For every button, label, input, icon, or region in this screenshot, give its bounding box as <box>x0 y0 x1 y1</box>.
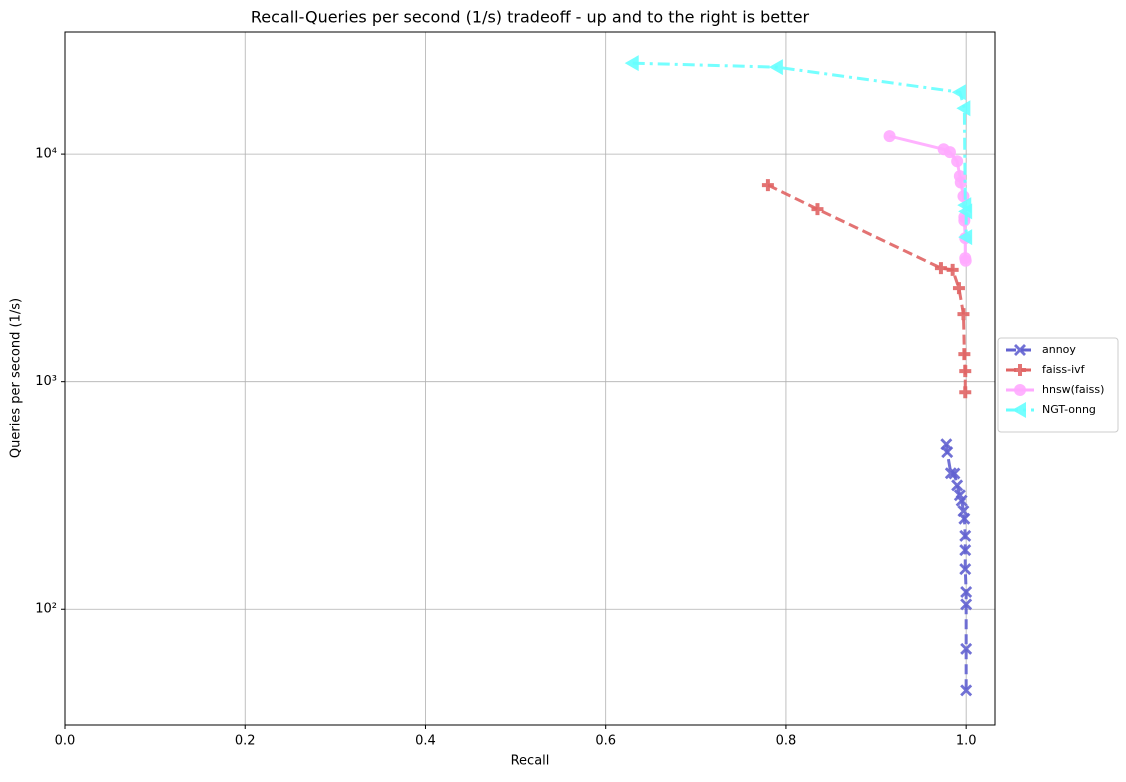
marker <box>951 84 966 101</box>
marker <box>948 467 961 480</box>
legend-marker <box>1014 364 1026 376</box>
marker <box>941 446 954 459</box>
marker <box>959 254 972 267</box>
marker <box>957 308 970 321</box>
marker <box>960 586 973 599</box>
marker <box>960 598 973 611</box>
y-axis-label: Queries per second (1/s) <box>9 298 24 458</box>
chart-title: Recall-Queries per second (1/s) tradeoff… <box>251 8 810 27</box>
marker <box>958 512 971 525</box>
legend-marker <box>1014 344 1026 356</box>
marker <box>959 365 972 378</box>
marker <box>956 100 971 117</box>
legend-box <box>997 337 1119 433</box>
marker <box>946 263 959 276</box>
marker <box>958 203 973 220</box>
marker <box>954 176 967 189</box>
legend-marker <box>1012 402 1026 418</box>
marker <box>958 348 971 361</box>
legend-label: hnsw(faiss) <box>1042 383 1104 396</box>
marker <box>624 55 639 72</box>
marker <box>955 494 968 507</box>
x-tick-label: 0.6 <box>595 734 616 749</box>
marker <box>951 155 964 168</box>
marker <box>934 262 947 275</box>
y-tick-label: 10⁴ <box>35 147 57 162</box>
marker <box>943 146 956 159</box>
x-tick-label: 0.0 <box>55 734 76 749</box>
marker <box>811 203 824 216</box>
x-tick-label: 0.4 <box>415 734 436 749</box>
marker <box>944 467 957 480</box>
marker <box>959 563 972 576</box>
legend-marker <box>1014 384 1026 396</box>
marker <box>883 130 896 143</box>
legend-label: faiss-ivf <box>1042 363 1086 376</box>
plot-frame <box>64 31 996 726</box>
marker <box>952 282 965 295</box>
marker <box>959 544 972 557</box>
legend-label: annoy <box>1042 343 1076 356</box>
marker <box>958 229 973 246</box>
marker <box>959 386 972 399</box>
x-tick-label: 0.8 <box>776 734 797 749</box>
x-tick-label: 1.0 <box>956 734 977 749</box>
legend-label: NGT-onng <box>1042 403 1096 416</box>
marker <box>761 179 774 192</box>
marker <box>768 59 783 76</box>
y-tick-label: 10² <box>35 602 57 617</box>
marker <box>959 529 972 542</box>
x-axis-label: Recall <box>511 754 550 769</box>
marker <box>960 642 973 655</box>
marker <box>951 479 964 492</box>
y-tick-label: 10³ <box>35 374 57 389</box>
marker <box>960 684 973 697</box>
x-tick-label: 0.2 <box>235 734 256 749</box>
